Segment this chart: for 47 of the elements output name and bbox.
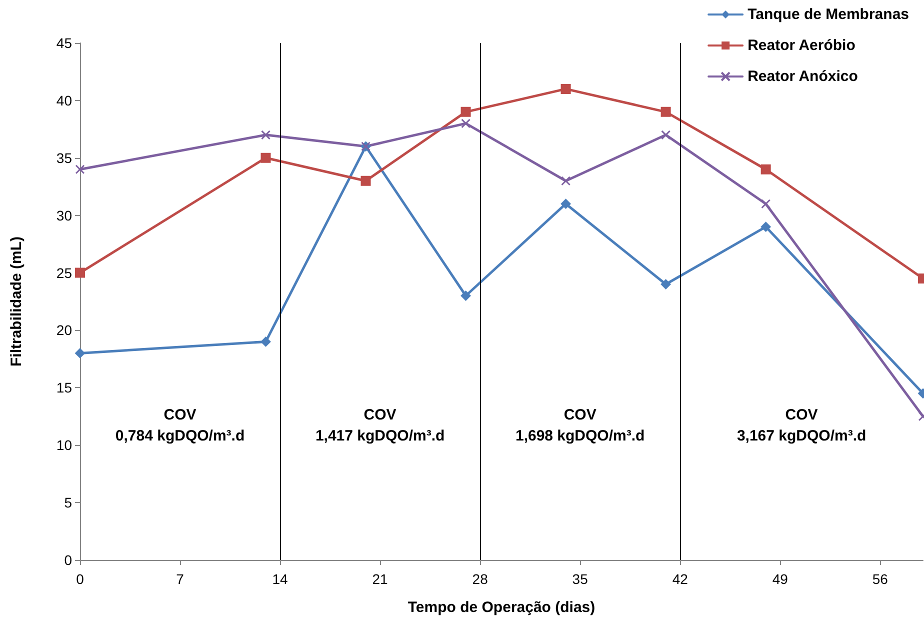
y-tick-label: 40: [56, 92, 72, 108]
y-tick-label: 25: [56, 264, 72, 281]
point: [760, 164, 771, 174]
point: [360, 176, 371, 186]
point: [760, 222, 771, 232]
y-tick-label: 45: [56, 35, 72, 51]
y-axis-title: Filtrabilidade (mL): [8, 236, 25, 367]
point: [260, 130, 270, 140]
point: [75, 348, 85, 358]
point: [75, 268, 85, 278]
legend-label: Reator Aeróbio: [748, 37, 856, 54]
point: [75, 164, 85, 174]
point: [260, 336, 271, 347]
x-axis-title: Tempo de Operação (dias): [408, 599, 596, 616]
point: [260, 152, 271, 163]
y-tick-label: 30: [56, 207, 72, 224]
point: [460, 106, 471, 117]
point: [660, 106, 671, 117]
x-tick-label: 56: [872, 571, 888, 587]
point: [561, 176, 571, 186]
y-tick-label: 15: [56, 380, 72, 396]
y-tick-label: 5: [64, 494, 72, 511]
y-tick-label: 35: [56, 150, 72, 166]
annotation: COV 0,784 kgDQO/m³.d: [115, 406, 245, 445]
y-tick-label: 0: [64, 552, 72, 568]
x-tick-label: 35: [572, 571, 588, 587]
annotation: COV 1,698 kgDQO/m³.d: [515, 406, 645, 445]
legend-label: Tanque de Membranas: [748, 6, 910, 23]
annotation: COV 1,417 kgDQO/m³.d: [315, 406, 445, 445]
point: [461, 118, 471, 128]
point: [661, 130, 671, 140]
y-tick-label: 20: [56, 322, 72, 338]
x-tick-label: 42: [672, 571, 688, 587]
x-tick-label: 14: [272, 571, 288, 587]
y-tick-label: 10: [56, 437, 72, 454]
point: [460, 290, 471, 301]
point: [560, 198, 571, 209]
point: [761, 199, 771, 209]
point: [660, 279, 671, 290]
legend-label: Reator Anóxico: [748, 68, 858, 85]
x-tick-label: 21: [372, 571, 388, 587]
x-tick-label: 49: [772, 571, 788, 587]
x-tick-label: 0: [76, 571, 84, 587]
x-tick-label: 28: [472, 571, 488, 587]
point: [560, 84, 571, 94]
annotation: COV 3,167 kgDQO/m³.d: [736, 406, 866, 445]
x-tick-label: 7: [176, 571, 184, 587]
